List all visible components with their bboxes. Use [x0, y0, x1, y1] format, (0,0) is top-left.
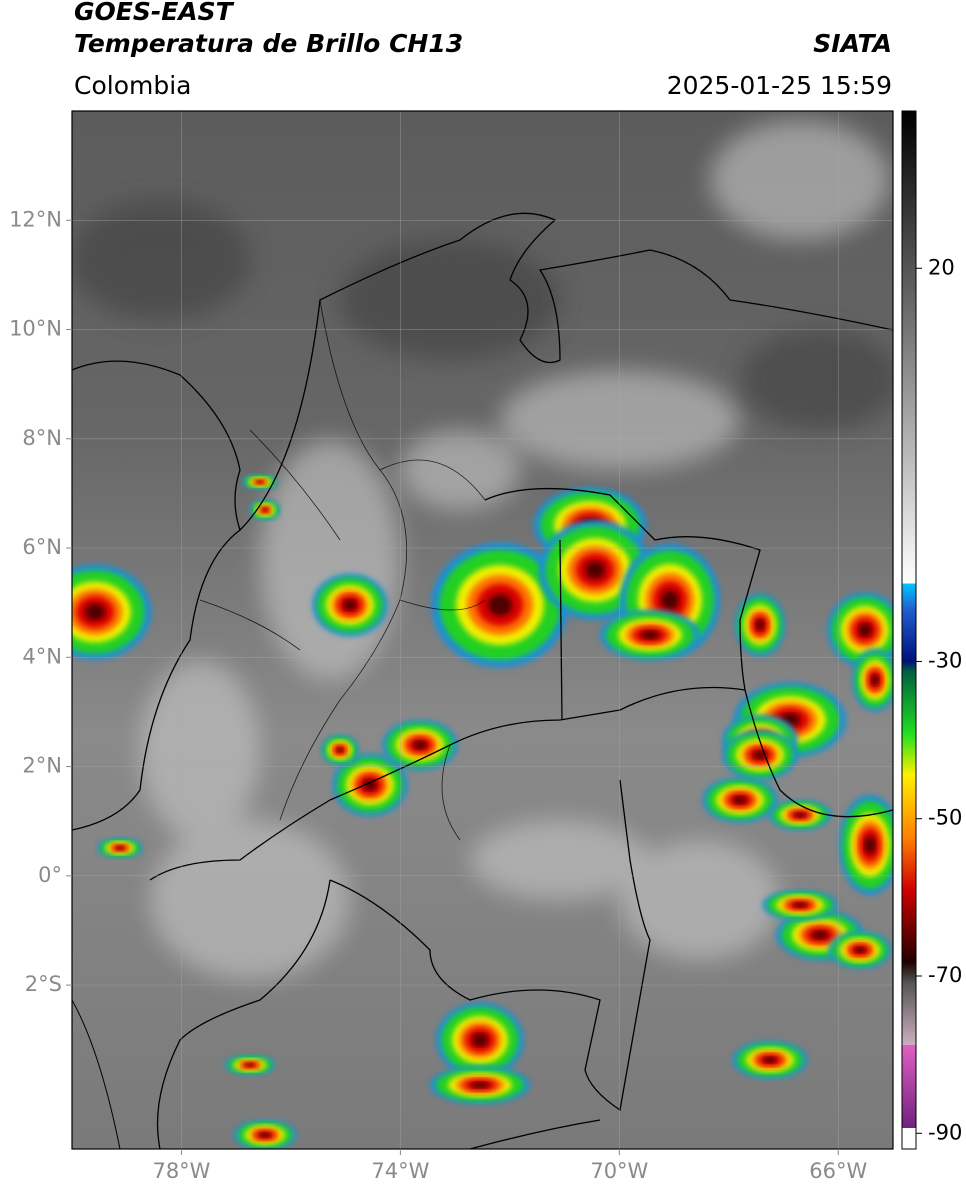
subtitle: Temperatura de Brillo CH13: [74, 29, 463, 58]
x-tick-label: 74°W: [371, 1159, 429, 1183]
y-tick-label: 2°N: [22, 754, 62, 778]
colorbar-tick-label: -30: [928, 648, 962, 672]
y-tick-label: 0°: [38, 863, 62, 887]
y-tick-label: 4°N: [22, 644, 62, 668]
colorbar-tick-label: -90: [928, 1120, 962, 1144]
datetime: 2025-01-25 15:59: [667, 71, 892, 100]
map-frame: [71, 110, 894, 1150]
colorbar-tick-label: 20: [928, 255, 955, 279]
y-tick-label: 6°N: [22, 535, 62, 559]
satellite-image: [72, 111, 893, 1149]
region: Colombia: [74, 71, 191, 100]
colorbar-tick-label: -50: [928, 806, 962, 830]
y-tick-label: 10°N: [9, 317, 62, 341]
source: SIATA: [813, 29, 892, 58]
colorbar: [901, 110, 917, 1150]
y-tick-label: 8°N: [22, 426, 62, 450]
y-tick-label: 2°S: [25, 972, 62, 996]
x-tick-label: 66°W: [809, 1159, 867, 1183]
colorbar-tick-label: -70: [928, 963, 962, 987]
x-tick-label: 70°W: [590, 1159, 648, 1183]
y-tick-label: 12°N: [9, 207, 62, 231]
title: GOES-EAST: [74, 0, 235, 26]
x-tick-label: 78°W: [152, 1159, 210, 1183]
